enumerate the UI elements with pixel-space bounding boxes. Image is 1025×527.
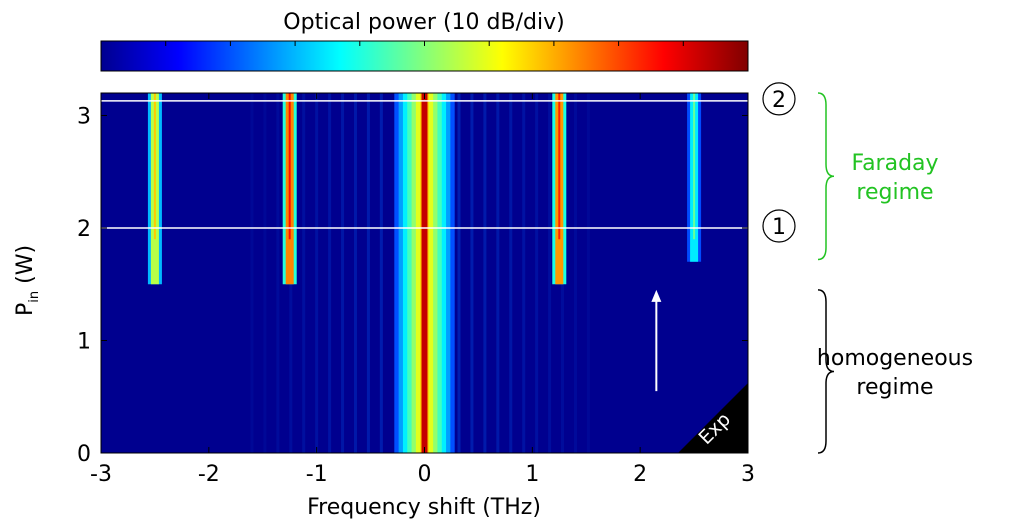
x-tick-label: 0 [418, 462, 432, 487]
spectral-streak [586, 93, 590, 453]
spectral-streak [573, 93, 577, 453]
spectral-streak [379, 93, 383, 453]
spectral-streak [548, 93, 552, 453]
x-tick-label: -3 [90, 462, 112, 487]
regime-label: regime [856, 375, 933, 400]
x-axis-label: Frequency shift (THz) [307, 495, 541, 520]
y-tick-label: 1 [77, 330, 91, 355]
regime-annotations: Faraday regime homogeneous regime [817, 92, 973, 454]
spectral-streak [276, 93, 280, 453]
colorbar-title: Optical power (10 dB/div) [283, 10, 564, 35]
power-arrow [651, 289, 662, 392]
pump-line [421, 93, 428, 453]
sideband-core [288, 93, 291, 240]
y-tick-labels: 0 1 2 3 [77, 105, 91, 468]
marker-number: 2 [772, 88, 786, 113]
marker-lines [101, 100, 748, 229]
spectral-streak [496, 93, 500, 453]
spectral-streak [250, 93, 254, 453]
regime-label: homogeneous [817, 346, 973, 371]
spectral-streak [353, 93, 357, 453]
spectral-streak [457, 93, 461, 453]
marker-circle [762, 209, 796, 243]
regime-brace [817, 92, 835, 261]
x-tick-label: -1 [306, 462, 328, 487]
marker-circles: 12 [762, 82, 796, 243]
spectral-streak [483, 93, 487, 453]
spectral-streak [470, 93, 474, 453]
exp-corner-badge [678, 383, 748, 453]
y-tick-label: 0 [77, 442, 91, 467]
marker-circle [762, 82, 796, 116]
spectral-streak [341, 93, 345, 453]
x-tick-label: 3 [741, 462, 755, 487]
arrow-head [651, 289, 662, 302]
colorbar-ticks [165, 41, 684, 46]
y-tick-label: 3 [77, 105, 91, 130]
axis-ticks [100, 93, 749, 454]
x-tick-label: 2 [633, 462, 647, 487]
x-tick-label: 1 [525, 462, 539, 487]
spectral-streak [328, 93, 332, 453]
regime-brace [817, 289, 835, 454]
spectral-streak [263, 93, 267, 453]
x-tick-label: -2 [198, 462, 220, 487]
x-tick-labels: -3 -2 -1 0 1 2 3 [90, 462, 755, 487]
sideband-core [558, 93, 561, 240]
marker-number: 1 [772, 215, 786, 240]
spectral-streak [302, 93, 306, 453]
spectral-streak [366, 93, 370, 453]
heatmap-cells [147, 93, 702, 453]
y-tick-label: 2 [77, 217, 91, 242]
regime-label: regime [856, 180, 933, 205]
spectral-streak [522, 93, 526, 453]
sideband-core [153, 93, 156, 240]
y-axis-label: Pin (W) [13, 245, 42, 316]
spectral-streak [535, 93, 539, 453]
sideband-core [693, 93, 696, 240]
regime-label: Faraday [851, 151, 938, 176]
spectral-streak [509, 93, 513, 453]
spectral-streak [315, 93, 319, 453]
